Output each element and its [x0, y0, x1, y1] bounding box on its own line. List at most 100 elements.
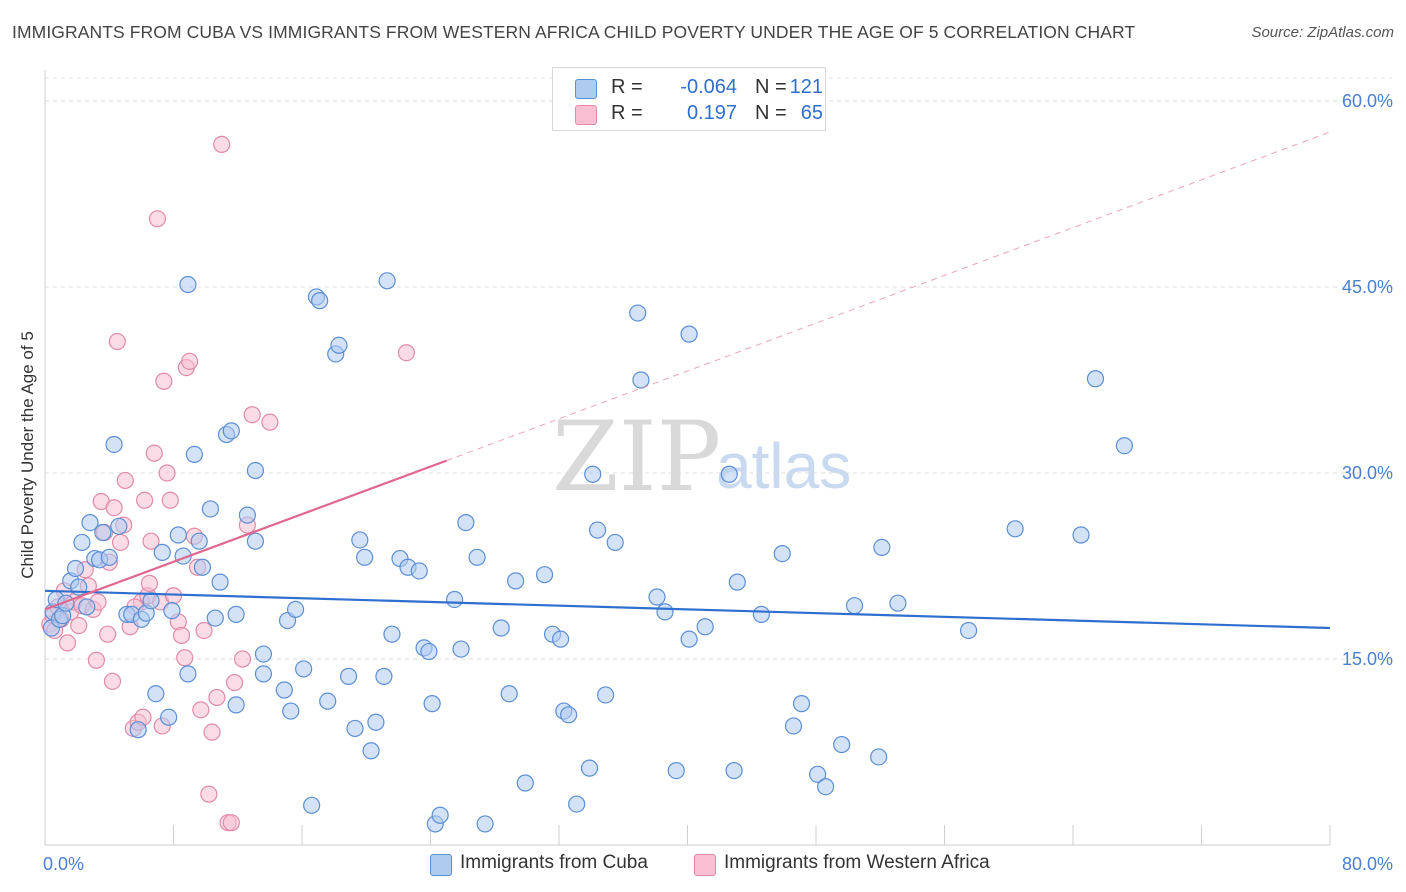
- western-africa-point: [135, 491, 154, 509]
- western-africa-point: [200, 785, 218, 803]
- cuba-point: [129, 721, 147, 739]
- cuba-point: [73, 533, 91, 552]
- cuba-point: [845, 597, 864, 615]
- cuba-point: [596, 686, 615, 704]
- correlation-legend: R = -0.064 N = 121 R = 0.197 N = 65: [552, 67, 826, 131]
- western-africa-point: [140, 574, 159, 592]
- cuba-point: [468, 548, 486, 566]
- cuba-point: [833, 735, 851, 754]
- trend-lines: [44, 131, 1331, 630]
- cuba-point: [303, 796, 321, 814]
- cuba-point: [552, 630, 570, 648]
- cuba-point: [346, 719, 364, 738]
- cuba-point: [81, 513, 99, 532]
- r-label: R =: [611, 76, 643, 98]
- cuba-point: [254, 665, 273, 683]
- cuba-point: [94, 523, 112, 542]
- cuba-point: [728, 573, 746, 591]
- cuba-point: [420, 642, 438, 661]
- cuba-point: [356, 548, 374, 566]
- western-africa-trend-extension: [446, 131, 1331, 462]
- legend-label: Immigrants from Western Africa: [724, 852, 990, 873]
- cuba-point: [568, 795, 586, 813]
- cuba-point: [147, 685, 165, 703]
- western-africa-point: [58, 634, 77, 652]
- cuba-point: [378, 272, 396, 290]
- cuba-point: [330, 336, 348, 354]
- y-tick-label: 15.0%: [1342, 649, 1393, 669]
- cuba-point: [254, 645, 273, 663]
- cuba-point: [1115, 437, 1134, 455]
- western-africa-point: [99, 625, 117, 643]
- y-tick-label: 30.0%: [1342, 463, 1393, 483]
- r-value: 0.197: [686, 102, 737, 124]
- western-africa-point: [111, 533, 130, 552]
- cuba-point: [351, 531, 369, 549]
- western-africa-point: [195, 621, 213, 640]
- cuba-point: [492, 619, 510, 637]
- cuba-point: [629, 304, 647, 322]
- cuba-point: [752, 605, 770, 623]
- watermark-zip: ZIP: [552, 401, 721, 513]
- legend-label: Immigrants from Cuba: [460, 852, 648, 873]
- western-africa-point: [397, 344, 416, 362]
- x-tick-labels: 0.0% 80.0%: [43, 854, 1393, 874]
- cuba-trend-line: [44, 589, 1331, 630]
- cuba-point: [588, 521, 607, 539]
- cuba-point: [632, 371, 650, 389]
- cuba-point: [452, 640, 470, 658]
- cuba-point: [142, 592, 160, 610]
- cuba-point: [773, 544, 791, 563]
- cuba-point: [153, 543, 171, 561]
- cuba-point: [211, 573, 229, 591]
- cuba-point: [78, 598, 96, 616]
- y-tick-label: 45.0%: [1342, 277, 1393, 297]
- cuba-point: [163, 602, 181, 620]
- cuba-swatch-icon: [430, 854, 452, 876]
- n-label: N =: [755, 102, 787, 124]
- x-tick-label: 0.0%: [43, 854, 84, 874]
- cuba-point: [295, 660, 313, 678]
- n-value: 65: [800, 102, 823, 124]
- western-africa-point: [142, 532, 160, 550]
- cuba-point: [105, 435, 123, 454]
- western-africa-point: [233, 650, 252, 668]
- cuba-point: [720, 465, 738, 483]
- cuba-point: [696, 618, 714, 636]
- cuba-point: [160, 708, 178, 726]
- cuba-point: [667, 761, 685, 780]
- cuba-point: [201, 500, 220, 518]
- cuba-point: [476, 815, 494, 833]
- cuba-point: [222, 422, 240, 440]
- western-africa-trend-line: [44, 459, 447, 611]
- cuba-point: [648, 588, 666, 606]
- cuba-point: [516, 774, 534, 792]
- western-africa-point: [108, 332, 126, 351]
- western-africa-point: [180, 352, 199, 370]
- cuba-point: [206, 609, 224, 627]
- cuba-point: [238, 506, 256, 524]
- cuba-point: [535, 566, 554, 584]
- cuba-point: [606, 533, 624, 552]
- cuba-point: [179, 665, 197, 683]
- axes: [44, 70, 1331, 846]
- watermark: ZIP atlas: [552, 401, 851, 513]
- y-tick-labels: 15.0% 30.0% 45.0% 60.0%: [1342, 91, 1393, 669]
- western-africa-point: [161, 491, 179, 509]
- cuba-point: [193, 558, 212, 576]
- cuba-point: [227, 605, 245, 623]
- cuba-point: [362, 742, 380, 760]
- cuba-point: [169, 526, 187, 544]
- cuba-point: [1006, 520, 1024, 538]
- western-africa-point: [155, 372, 173, 390]
- cuba-point: [873, 538, 891, 557]
- r-value: -0.064: [680, 76, 737, 98]
- western-africa-point: [103, 672, 122, 690]
- cuba-point: [227, 696, 245, 714]
- watermark-atlas: atlas: [716, 430, 851, 502]
- western-africa-point: [116, 471, 134, 490]
- cuba-point: [100, 548, 118, 566]
- cuba-point: [286, 600, 305, 619]
- n-label: N =: [755, 76, 787, 98]
